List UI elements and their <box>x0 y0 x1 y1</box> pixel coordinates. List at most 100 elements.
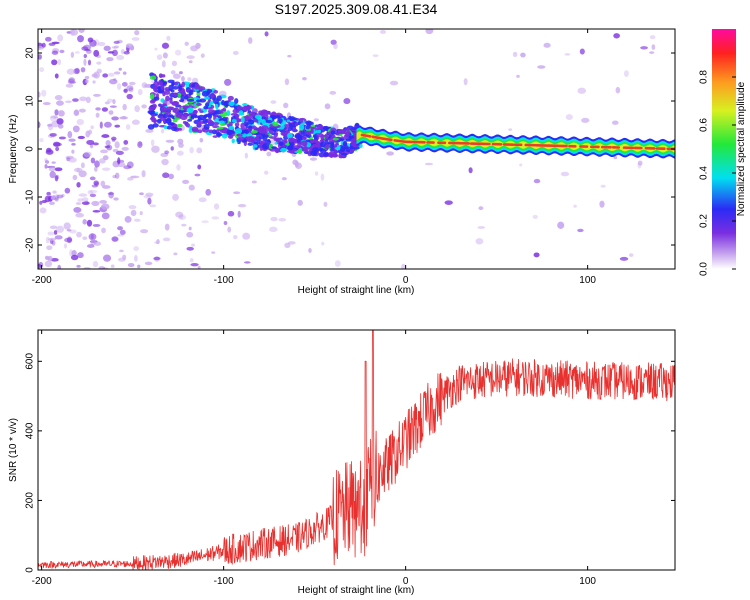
spectrogram-ridge-blob <box>174 81 179 86</box>
spectrogram-noise-blob <box>613 155 618 160</box>
spectrogram-ridge-blob <box>286 119 291 123</box>
spectrogram-noise-blob <box>52 141 61 147</box>
spectrogram-ridge-blob <box>221 117 228 122</box>
spectrogram-noise-blob <box>71 149 75 154</box>
spectrogram-noise-blob <box>623 70 629 77</box>
spectrogram-noise-blob <box>134 105 140 113</box>
spectrogram-ytick-label: 0 <box>25 146 36 152</box>
spectrogram-ridge-blob <box>173 107 180 114</box>
spectrogram-ridge-blob <box>180 95 185 101</box>
spectrogram-noise-blob <box>104 145 111 149</box>
spectrogram-noise-blob <box>92 260 99 268</box>
spectrogram-noise-blob <box>49 225 58 230</box>
spectrogram-ridge-blob <box>294 134 302 139</box>
spectrogram-noise-blob <box>176 164 181 171</box>
spectrogram-ridge-blob <box>214 109 222 115</box>
spectrogram-noise-blob <box>270 216 278 222</box>
spectrogram-noise-blob <box>477 226 486 229</box>
spectrogram-noise-blob <box>64 187 71 194</box>
spectrogram-noise-blob <box>287 241 296 245</box>
spectrogram-ridge-blob <box>234 122 240 127</box>
spectrogram-noise-blob <box>59 49 65 54</box>
spectrogram-ridge-blob <box>324 133 328 140</box>
spectrogram-noise-blob <box>50 195 56 201</box>
spectrogram-noise-blob <box>113 40 120 45</box>
spectrogram-noise-blob <box>113 77 117 81</box>
spectrogram-noise-blob <box>182 179 190 185</box>
spectrogram-ridge-blob <box>199 110 204 113</box>
spectrogram-ridge-blob <box>244 129 248 133</box>
spectrogram-ridge-blob <box>171 81 175 86</box>
spectrogram-ridge-blob <box>280 147 288 153</box>
spectrogram-noise-blob <box>115 150 124 156</box>
spectrogram-noise-blob <box>114 124 121 128</box>
spectrogram-noise-blob <box>141 170 146 178</box>
spectrogram-noise-blob <box>113 197 119 201</box>
spectrogram-noise-blob <box>244 261 251 264</box>
spectrogram-ridge-blob <box>266 119 273 124</box>
spectrogram-ytick-label: 10 <box>25 95 36 107</box>
spectrogram-ridge-blob <box>216 131 221 138</box>
spectrogram-noise-blob <box>134 255 138 262</box>
spectrogram-ridge-blob <box>221 99 226 106</box>
spectrogram-ridge-blob <box>260 128 268 134</box>
spectrogram-ridge-blob <box>287 132 293 139</box>
spectrogram-noise-blob <box>161 42 170 49</box>
spectrogram-noise-blob <box>103 121 112 128</box>
spectrogram-noise-blob <box>91 200 100 207</box>
spectrogram-ridge-blob <box>248 125 253 129</box>
spectrogram-noise-blob <box>649 51 655 54</box>
spectrogram-noise-blob <box>123 51 130 55</box>
spectrogram-noise-blob <box>51 161 56 164</box>
spectrogram-noise-blob <box>543 42 551 48</box>
spectrogram-noise-blob <box>118 67 122 71</box>
colorbar-gradient <box>712 29 736 269</box>
spectrogram-noise-blob <box>47 124 53 127</box>
spectrogram-noise-blob <box>78 29 85 34</box>
spectrogram-noise-blob <box>86 139 95 145</box>
spectrogram-noise-blob <box>372 54 379 58</box>
spectrogram-noise-blob <box>96 68 102 74</box>
spectrogram-noise-blob <box>176 150 184 156</box>
spectrogram-noise-blob <box>98 266 106 269</box>
spectrogram-noise-blob <box>242 232 251 240</box>
spectrogram-noise-blob <box>200 53 205 58</box>
spectrogram-ridge-blob <box>213 89 219 94</box>
spectrogram-noise-blob <box>69 29 75 36</box>
spectrogram-ridge-blob <box>310 124 316 128</box>
spectrogram-noise-blob <box>237 203 247 208</box>
spectrogram-noise-blob <box>92 80 96 84</box>
spectrogram-noise-blob <box>83 151 92 158</box>
spectrogram-ridge-blob <box>153 96 160 101</box>
spectrogram-noise-blob <box>533 252 540 258</box>
spectrogram-noise-blob <box>308 247 312 253</box>
spectrogram-noise-blob <box>111 138 116 142</box>
spectrogram-ridge-blob <box>275 137 281 143</box>
spectrogram-ridge-blob <box>330 148 335 152</box>
spectrogram-ridge-blob <box>272 121 279 127</box>
spectrogram-ridge-blob <box>149 75 157 80</box>
spectrogram-noise-blob <box>444 200 453 205</box>
spectrogram-noise-blob <box>283 102 289 109</box>
spectrogram-ridge-blob <box>212 135 218 138</box>
spectrogram-noise-blob <box>92 142 99 146</box>
spectrogram-ridge-blob <box>219 120 225 124</box>
spectrogram-ridge-blob <box>166 125 173 130</box>
spectrogram-noise-blob <box>213 203 220 210</box>
spectrogram-noise-blob <box>172 73 181 79</box>
spectrogram-noise-blob <box>89 189 98 194</box>
spectrogram-ridge-blob <box>190 114 194 119</box>
spectrogram-noise-blob <box>188 60 193 64</box>
spectrogram-ridge-blob <box>216 95 222 102</box>
spectrogram-ridge-blob <box>297 142 302 148</box>
spectrogram-noise-blob <box>123 165 132 170</box>
spectrogram-noise-blob <box>46 191 51 196</box>
spectrogram-ridge-blob <box>298 124 305 131</box>
spectrogram-noise-blob <box>309 157 318 161</box>
spectrogram-xlabel: Height of straight line (km) <box>298 285 415 296</box>
spectrogram-noise-blob <box>57 34 64 42</box>
spectrogram-ridge-blob <box>238 110 244 116</box>
spectrogram-noise-blob <box>56 118 64 125</box>
spectrogram-noise-blob <box>320 173 325 181</box>
spectrogram-ridge-blob <box>209 100 214 105</box>
